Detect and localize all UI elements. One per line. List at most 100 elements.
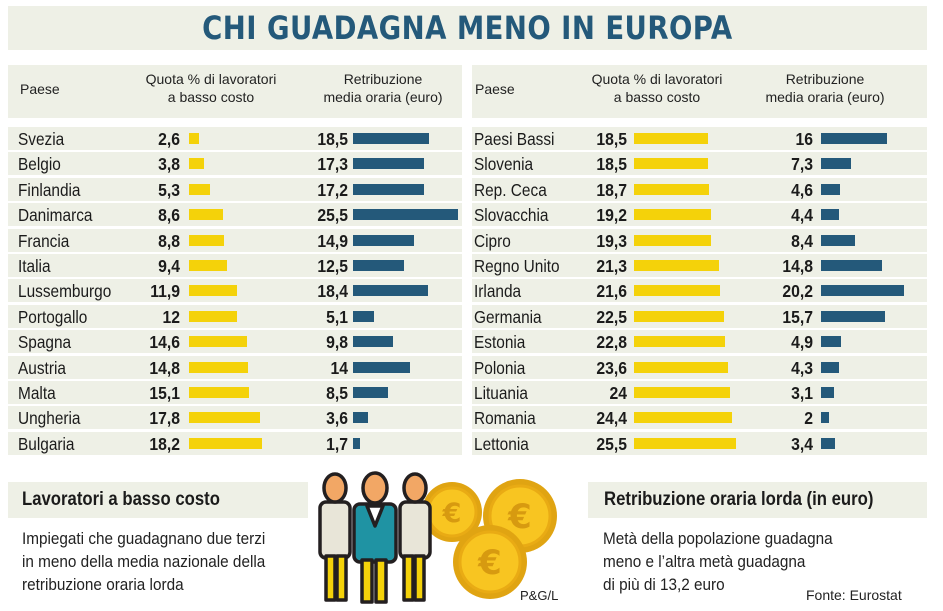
row-background <box>8 253 462 277</box>
country-label: Austria <box>18 357 66 378</box>
quota-bar <box>189 234 225 246</box>
wage-value-label: 5,1 <box>326 306 348 327</box>
country-label: Malta <box>18 382 56 403</box>
wage-bar <box>821 412 830 424</box>
wage-bar <box>353 437 360 449</box>
left-table: Paese Quota % di lavoratori a basso cost… <box>8 65 462 455</box>
header-quota: Quota % di lavoratori a basso costo <box>126 70 296 106</box>
quota-bar <box>189 361 249 373</box>
quota-value-label: 8,6 <box>158 205 180 226</box>
wage-bar <box>821 234 856 246</box>
wage-bar <box>353 133 429 144</box>
quota-bar <box>189 386 250 398</box>
quota-bar <box>634 361 729 373</box>
country-label: Polonia <box>474 357 526 378</box>
quota-bar <box>189 209 224 221</box>
right-table: Paese Quota % di lavoratori a basso cost… <box>472 65 927 455</box>
right-note-text: Metà della popolazione guadagna meno e l… <box>603 527 873 596</box>
wage-bar <box>821 259 882 271</box>
wage-bar <box>353 285 429 297</box>
row-background <box>8 203 462 227</box>
country-label: Spagna <box>18 332 72 353</box>
table-row: Slovenia 18,5 7,3 <box>472 151 927 176</box>
wage-bar <box>821 361 839 373</box>
quota-bar <box>634 285 721 297</box>
left-note-line: retribuzione oraria lorda <box>22 575 184 594</box>
country-label: Belgio <box>18 154 61 175</box>
quota-bar <box>189 183 211 195</box>
quota-bar <box>634 209 711 221</box>
country-label: Francia <box>18 230 70 251</box>
table-row: Belgio 3,8 17,3 <box>8 151 462 176</box>
quota-value-label: 17,8 <box>149 408 180 429</box>
wage-bar <box>353 336 394 348</box>
wage-value-label: 14,8 <box>782 255 813 276</box>
wage-bar <box>821 133 887 144</box>
header-wage-line1: Retribuzione <box>785 71 865 87</box>
quota-bar <box>189 412 261 424</box>
quota-value-label: 18,5 <box>596 129 627 149</box>
header-quota-line2: a basso costo <box>167 89 255 105</box>
table-row: Paesi Bassi 18,5 16 <box>472 126 927 151</box>
quota-value-label: 14,8 <box>149 357 180 378</box>
table-row: Finlandia 5,3 17,2 <box>8 177 462 202</box>
quota-value-label: 3,8 <box>158 154 180 175</box>
wage-value-label: 18,4 <box>317 281 348 302</box>
wage-bar <box>821 336 842 348</box>
quota-bar <box>634 158 708 170</box>
wage-value-label: 4,4 <box>791 205 813 226</box>
table-row: Estonia 22,8 4,9 <box>472 329 927 354</box>
country-label: Lituania <box>474 382 528 403</box>
quota-value-label: 2,6 <box>158 129 180 149</box>
illustration: € € € <box>318 471 557 604</box>
quota-bar <box>634 336 726 348</box>
title-bar: CHI GUADAGNA MENO IN EUROPA <box>8 6 927 50</box>
row-background <box>8 177 462 201</box>
coin-symbol: € <box>507 497 532 537</box>
euro-coin-icon: € <box>422 482 482 542</box>
wage-value-label: 15,7 <box>782 306 813 327</box>
table-row: Austria 14,8 14 <box>8 355 462 380</box>
quota-bar <box>189 285 237 297</box>
wage-value-label: 18,5 <box>317 129 348 149</box>
header-wage: Retribuzione media oraria (euro) <box>750 70 900 106</box>
wage-value-label: 3,4 <box>791 433 813 454</box>
quota-bar <box>189 158 205 170</box>
wage-value-label: 17,2 <box>317 179 348 200</box>
wage-value-label: 9,8 <box>326 332 348 353</box>
quota-value-label: 21,3 <box>596 255 627 276</box>
wage-bar <box>821 437 835 449</box>
header-quota-line2: a basso costo <box>613 89 701 105</box>
header-wage-line2: media oraria (euro) <box>765 89 885 105</box>
country-label: Italia <box>18 255 51 276</box>
wage-bar <box>821 285 904 297</box>
right-rows: Paesi Bassi 18,5 16 Slovenia 18,5 7,3 Rep. Cec… <box>472 126 927 456</box>
right-note-line: di più di 13,2 euro <box>603 575 725 594</box>
quota-value-label: 12 <box>162 306 180 327</box>
wage-bar <box>353 386 388 398</box>
wage-bar <box>353 412 368 424</box>
country-label: Ungheria <box>18 408 81 429</box>
quota-bar <box>189 336 248 348</box>
header-wage: Retribuzione media oraria (euro) <box>308 70 458 106</box>
left-note-header: Lavoratori a basso costo <box>8 482 308 518</box>
wage-value-label: 16 <box>795 129 813 149</box>
country-label: Rep. Ceca <box>474 179 547 200</box>
euro-coin-icon: € <box>453 525 527 599</box>
country-label: Cipro <box>474 230 511 251</box>
right-table-header: Paese Quota % di lavoratori a basso cost… <box>472 65 927 118</box>
table-row: Polonia 23,6 4,3 <box>472 355 927 380</box>
wage-value-label: 12,5 <box>317 255 348 276</box>
wage-value-label: 4,6 <box>791 179 813 200</box>
country-label: Romania <box>474 408 536 429</box>
wage-bar <box>821 158 851 170</box>
wage-bar <box>353 361 411 373</box>
right-note-line: Metà della popolazione guadagna <box>603 529 833 548</box>
wage-value-label: 3,6 <box>326 408 348 429</box>
quota-value-label: 19,3 <box>596 230 627 251</box>
quota-value-label: 18,2 <box>149 433 180 454</box>
country-label: Paesi Bassi <box>474 129 555 149</box>
header-quota-line1: Quota % di lavoratori <box>591 71 723 87</box>
country-label: Danimarca <box>18 205 93 226</box>
wage-value-label: 14 <box>330 357 348 378</box>
